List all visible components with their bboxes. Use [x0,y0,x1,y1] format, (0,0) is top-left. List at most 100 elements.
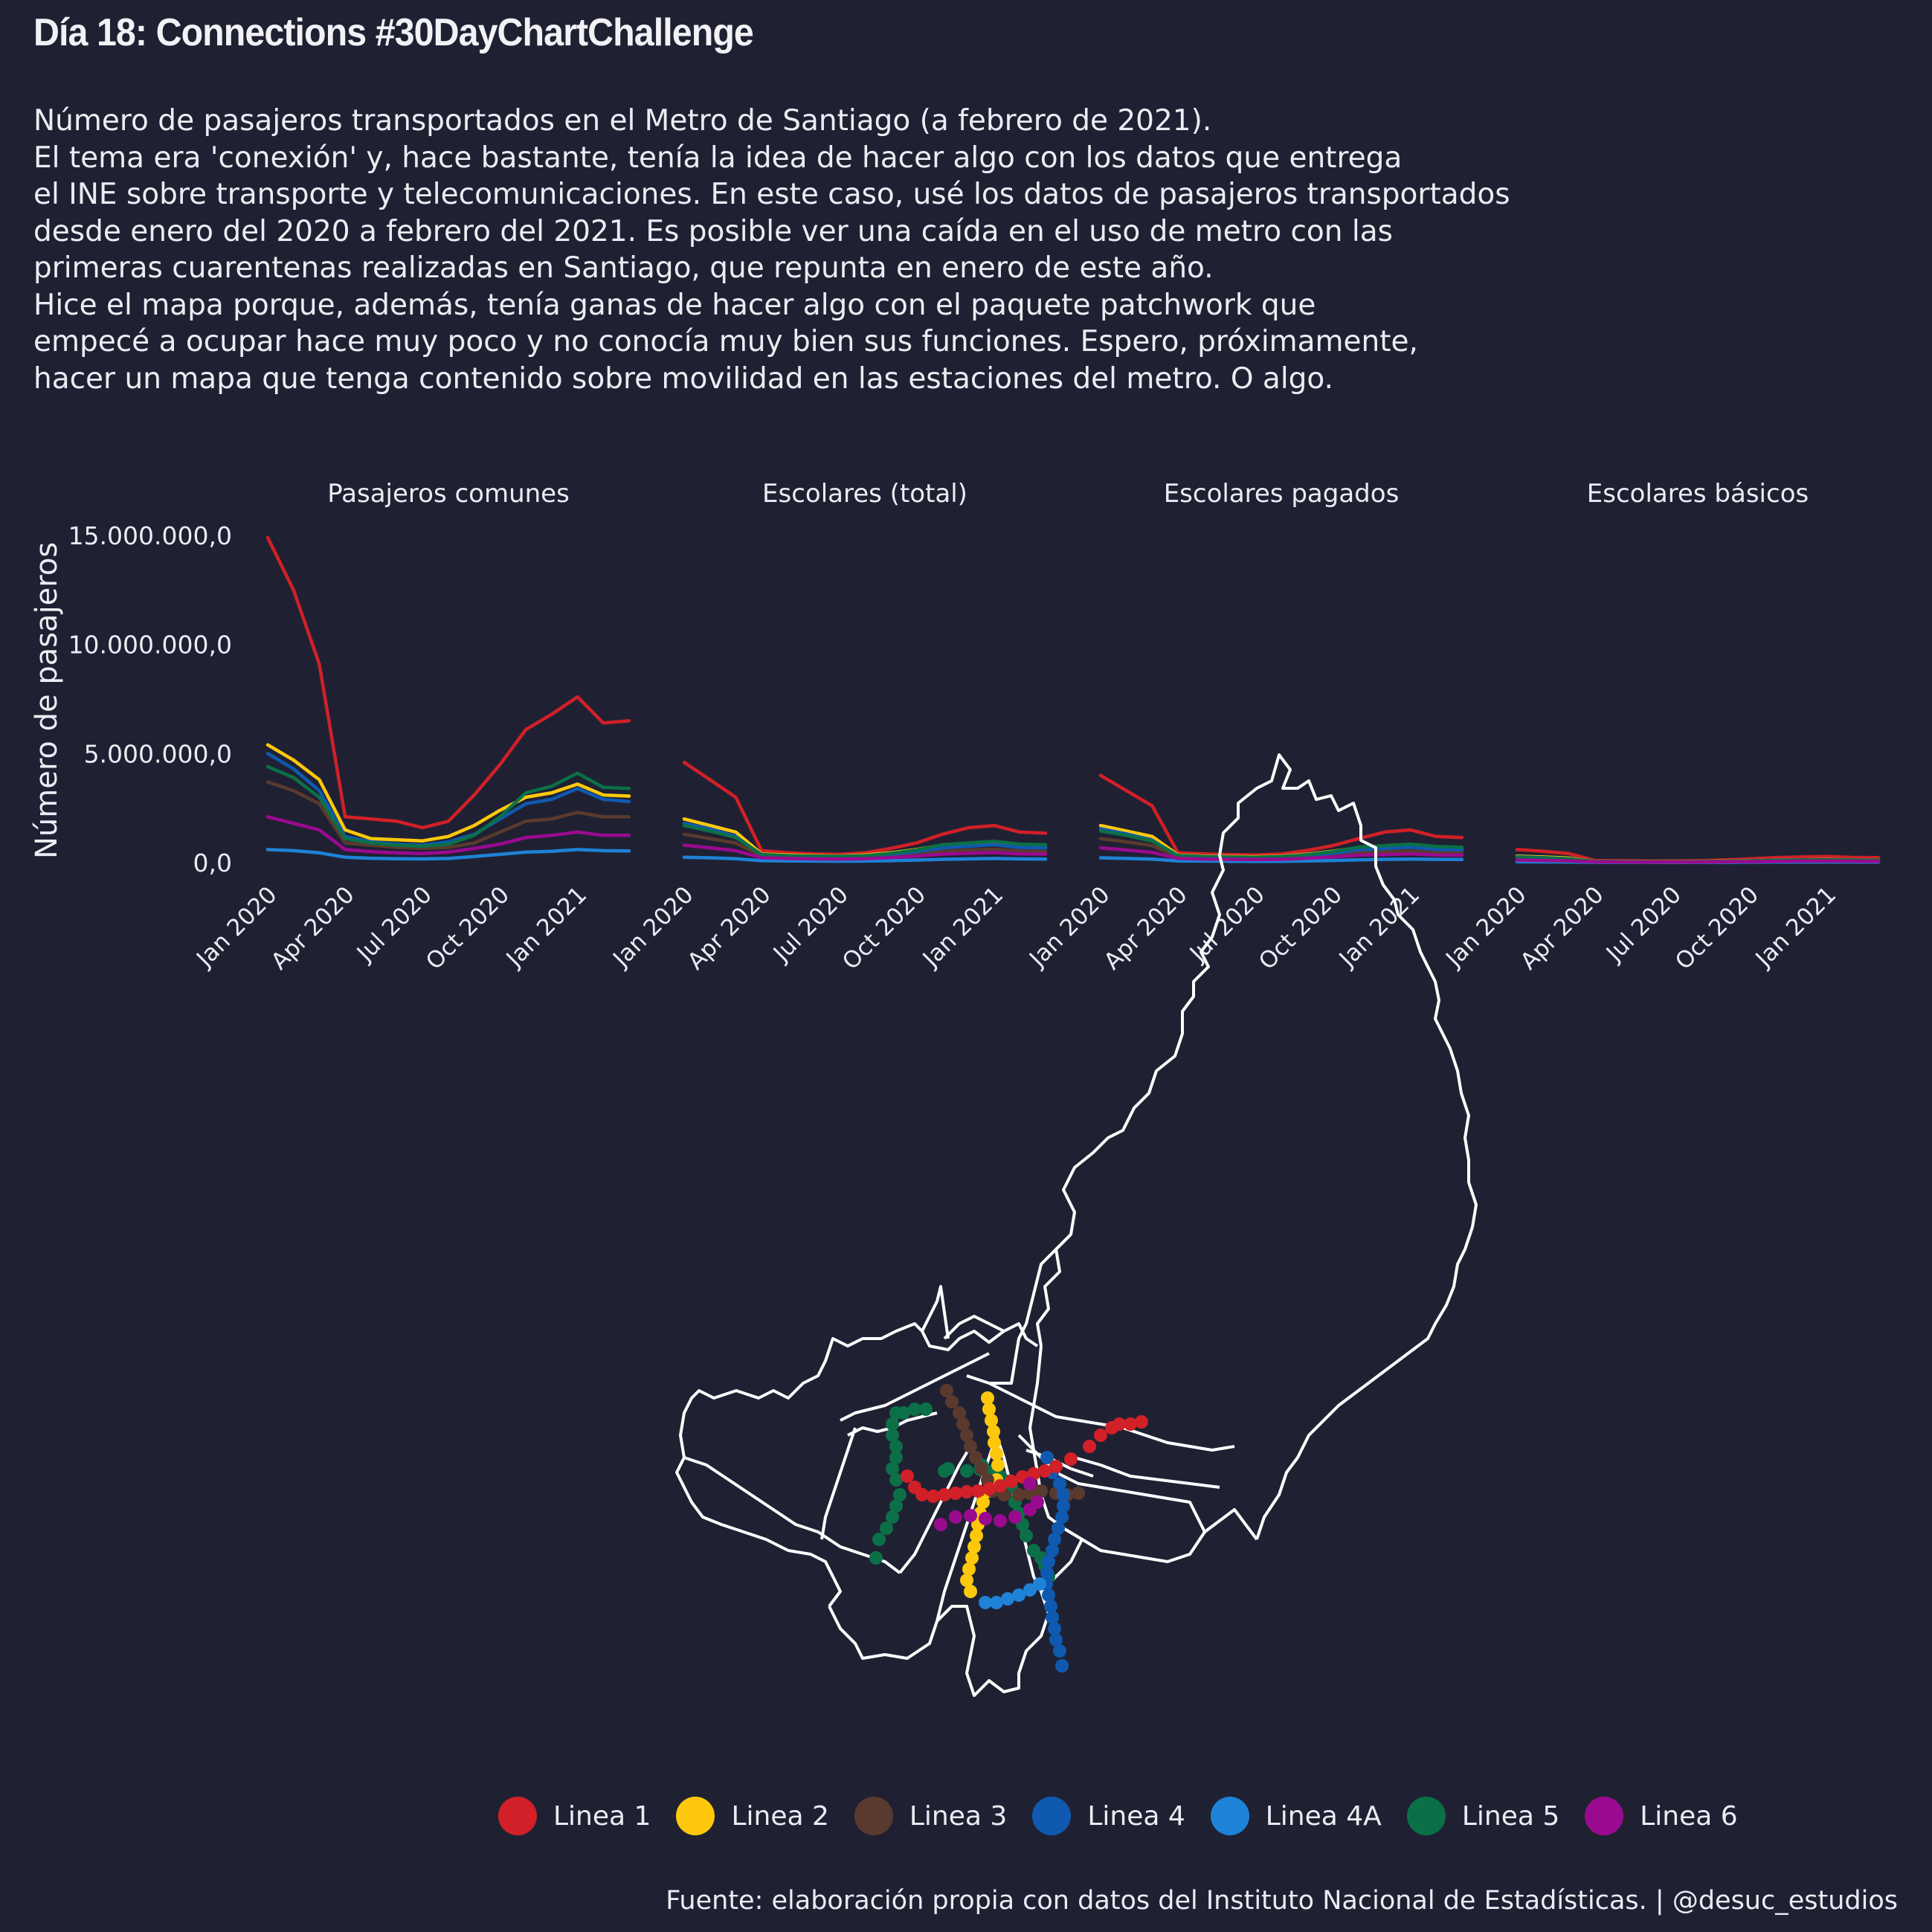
station-dot-linea-2 [970,1529,983,1542]
station-dot-linea-1 [1112,1417,1126,1431]
caption: Fuente: elaboración propia con datos del… [666,1886,1898,1916]
station-dot-linea-1 [1083,1440,1096,1453]
station-dot-linea-4 [1048,1533,1061,1546]
series-line-linea-6 [265,815,631,855]
series-line-linea-6 [1515,858,1881,864]
station-dot-linea-5 [886,1429,899,1442]
series-line-linea-4 [265,752,631,847]
station-dot-linea-2 [976,1495,990,1509]
legend-label: Linea 1 [553,1800,651,1832]
y-tick-label: 15.000.000,0 [68,521,232,550]
station-dot-linea-5 [889,1473,903,1487]
station-dot-linea-5 [994,1469,1007,1483]
station-dot-linea-4a [1012,1588,1025,1602]
station-dot-linea-4 [1055,1510,1069,1524]
station-dot-linea-1 [1105,1421,1118,1434]
commune-boundary [1025,1449,1094,1478]
subtitle-line: hacer un mapa que tenga contenido sobre … [33,361,1333,396]
station-dot-linea-1 [927,1490,940,1503]
station-dot-linea-5 [1038,1559,1052,1572]
station-dot-linea-3 [1060,1488,1074,1501]
legend-swatch [1210,1797,1249,1835]
station-dot-linea-2 [988,1436,1001,1449]
station-dot-linea-1 [938,1488,951,1501]
station-dot-linea-2 [981,1391,994,1405]
x-tick-label: Oct 2020 [837,881,931,975]
legend-item-linea-1: Linea 1 [498,1797,651,1835]
x-tick-label: Jan 2021 [500,881,592,973]
x-tick-label: Oct 2020 [421,881,515,975]
legend-swatch [1406,1797,1446,1835]
station-dot-linea-3 [986,1484,999,1498]
series-line-linea-1 [265,535,631,830]
series-line-linea-4a [682,855,1048,863]
subtitle: Número de pasajeros transportados en el … [33,103,1744,397]
series-line-linea-5 [265,764,631,849]
station-dot-linea-2 [973,1507,987,1520]
subtitle-line: primeras cuarentenas realizadas en Santi… [33,251,1214,285]
station-dot-linea-2 [987,1425,1000,1438]
station-dot-linea-2 [962,1562,976,1576]
station-dot-linea-6 [979,1512,992,1525]
station-dot-linea-4 [1055,1659,1069,1672]
station-dot-linea-3 [969,1451,982,1464]
series-line-linea-6 [682,843,1048,861]
station-dot-linea-2 [990,1447,1003,1461]
legend-label: Linea 5 [1461,1800,1560,1832]
station-dot-linea-5 [973,1463,987,1476]
y-tick-label: 10.000.000,0 [68,631,232,660]
commune-boundary [1017,1434,1206,1533]
commune-boundary [820,1427,857,1540]
station-dot-linea-6 [934,1518,947,1531]
station-dot-linea-4 [1042,1588,1055,1602]
station-dot-linea-2 [991,1458,1005,1472]
commune-boundary [828,1539,1083,1697]
station-dot-linea-4 [1040,1566,1054,1580]
series-line-linea-3 [265,780,631,851]
series-line-linea-2 [265,743,631,843]
station-dot-linea-5 [1042,1570,1055,1583]
station-dot-linea-3 [953,1406,966,1420]
legend-label: Linea 3 [909,1800,1008,1832]
station-dot-linea-1 [1016,1470,1029,1484]
station-dot-linea-1 [1094,1429,1107,1442]
x-tick-label: Jan 2021 [1333,881,1425,973]
station-dot-linea-5 [1034,1551,1048,1565]
station-dot-linea-5 [908,1403,921,1416]
commune-boundary [840,1352,990,1422]
station-dot-linea-3 [1049,1487,1063,1500]
legend-swatch [1032,1797,1072,1835]
station-dot-linea-5 [880,1522,893,1535]
subtitle-line: el INE sobre transporte y telecomunicaci… [33,178,1510,211]
station-dot-linea-4 [1040,1451,1054,1464]
station-dot-linea-5 [938,1464,951,1478]
station-dot-linea-5 [889,1440,903,1453]
chart-title: Día 18: Connections #30DayChartChallenge [33,11,754,54]
station-dot-linea-3 [1034,1484,1048,1498]
station-dot-linea-4 [1044,1600,1057,1613]
station-dot-linea-1 [1027,1467,1040,1481]
series-line-linea-5 [682,823,1048,858]
station-dot-linea-5 [919,1403,933,1416]
station-dot-linea-3 [981,1473,994,1487]
station-dot-linea-4a [1023,1583,1037,1597]
station-dot-linea-3 [975,1462,988,1475]
station-dot-linea-4 [1049,1633,1063,1646]
station-dot-linea-2 [982,1484,996,1498]
station-dot-linea-4 [1052,1522,1065,1535]
station-dot-linea-5 [889,1451,903,1464]
station-dot-linea-5 [1016,1518,1029,1531]
subtitle-line: Número de pasajeros transportados en el … [33,104,1212,138]
facet-label: Escolares pagados [1164,479,1400,509]
station-dot-linea-6 [1008,1510,1022,1524]
station-dot-linea-6 [1031,1495,1044,1509]
station-dot-linea-4 [1046,1466,1059,1479]
station-dot-linea-1 [915,1488,929,1501]
legend-swatch [1585,1797,1624,1835]
station-dot-linea-1 [949,1487,962,1500]
station-dot-linea-2 [982,1403,996,1416]
legend-item-linea-4: Linea 4 [1032,1797,1185,1835]
station-dot-linea-3 [956,1417,970,1431]
commune-boundary [683,1456,901,1574]
station-dot-linea-2 [990,1473,1003,1487]
